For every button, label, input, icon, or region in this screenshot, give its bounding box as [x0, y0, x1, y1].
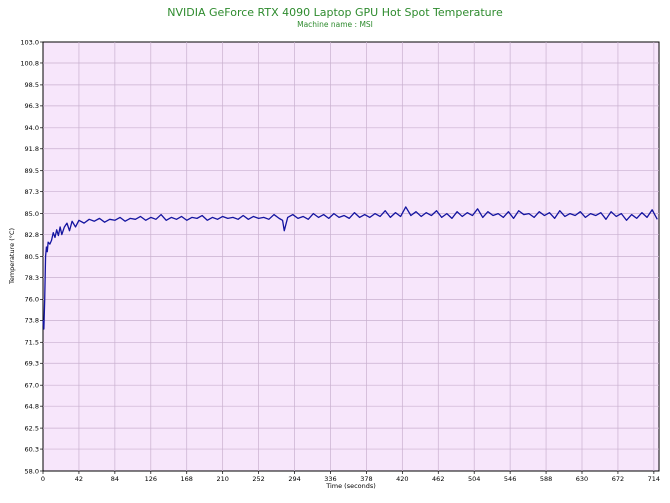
- y-tick-label: 62.5: [25, 424, 39, 432]
- y-tick-label: 96.3: [25, 102, 39, 110]
- x-tick-label: 126: [145, 475, 157, 483]
- x-tick-label: 630: [576, 475, 588, 483]
- series-line: [42, 206, 658, 330]
- y-tick-label: 87.3: [25, 188, 39, 196]
- grid-lines: [43, 42, 659, 471]
- x-tick-label: 84: [111, 475, 119, 483]
- x-tick-label: 588: [540, 475, 552, 483]
- x-tick-label: 168: [181, 475, 193, 483]
- x-axis: 0 42 84 126 168 210 252 294 336 378 420 462 504 546 58…: [41, 471, 660, 483]
- y-axis: 103.0 100.8 98.5 96.3 94.0 91.8 89.5 87.3 85.0 82…: [20, 38, 43, 475]
- y-tick-label: 89.5: [25, 167, 39, 175]
- y-tick-label: 82.8: [25, 231, 39, 239]
- chart-subtitle: Machine name : MSI: [297, 20, 373, 29]
- y-tick-label: 58.0: [25, 467, 39, 475]
- x-tick-label: 42: [75, 475, 83, 483]
- x-tick-label: 672: [612, 475, 624, 483]
- y-tick-label: 98.5: [25, 81, 39, 89]
- x-axis-label: Time (seconds): [325, 482, 376, 490]
- x-tick-label: 462: [432, 475, 444, 483]
- y-tick-label: 69.3: [25, 360, 39, 368]
- y-tick-label: 67.0: [25, 382, 39, 390]
- x-tick-label: 210: [216, 475, 228, 483]
- x-tick-label: 252: [252, 475, 264, 483]
- x-tick-label: 0: [41, 475, 45, 483]
- y-tick-label: 85.0: [25, 210, 39, 218]
- y-axis-label: Temperature (°C): [8, 228, 16, 285]
- x-tick-label: 294: [288, 475, 300, 483]
- chart-title: NVIDIA GeForce RTX 4090 Laptop GPU Hot S…: [167, 6, 503, 19]
- x-tick-label: 336: [324, 475, 336, 483]
- y-tick-label: 80.5: [25, 253, 39, 261]
- y-tick-label: 60.3: [25, 445, 39, 453]
- y-tick-label: 100.8: [20, 59, 39, 67]
- x-tick-label: 546: [504, 475, 516, 483]
- x-tick-label: 378: [360, 475, 372, 483]
- y-tick-label: 103.0: [20, 38, 39, 46]
- x-tick-label: 420: [396, 475, 408, 483]
- series-layer: [42, 206, 658, 330]
- y-tick-label: 94.0: [25, 124, 39, 132]
- x-tick-label: 714: [648, 475, 660, 483]
- y-tick-label: 78.3: [25, 274, 39, 282]
- y-tick-label: 64.8: [25, 402, 39, 410]
- y-tick-label: 73.8: [25, 317, 39, 325]
- y-tick-label: 76.0: [25, 296, 39, 304]
- y-tick-label: 71.5: [25, 339, 39, 347]
- y-tick-label: 91.8: [25, 145, 39, 153]
- x-tick-label: 504: [468, 475, 480, 483]
